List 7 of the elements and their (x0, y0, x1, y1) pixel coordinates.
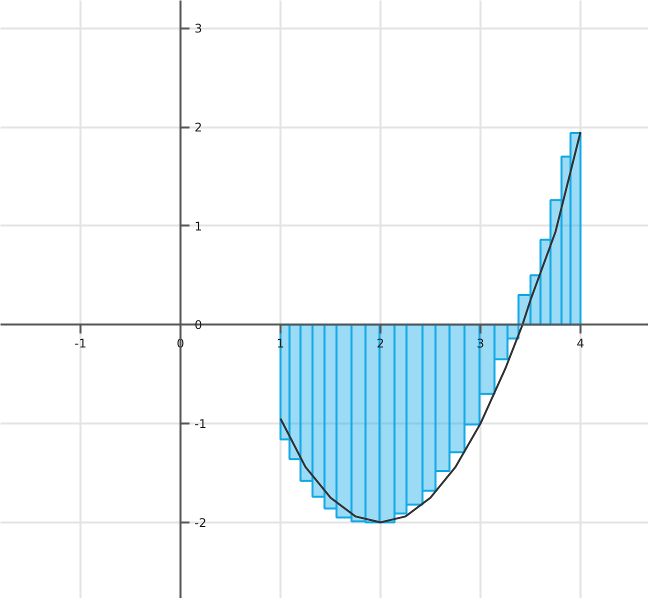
x-tick-label: -1 (74, 336, 86, 351)
y-tick-label: -2 (194, 516, 206, 530)
y-tick-label: -1 (194, 417, 206, 432)
x-tick-label: 4 (576, 336, 584, 351)
y-tick-label: 1 (194, 219, 202, 234)
y-tick-label: 2 (194, 120, 202, 135)
y-tick-label: 3 (194, 22, 202, 36)
